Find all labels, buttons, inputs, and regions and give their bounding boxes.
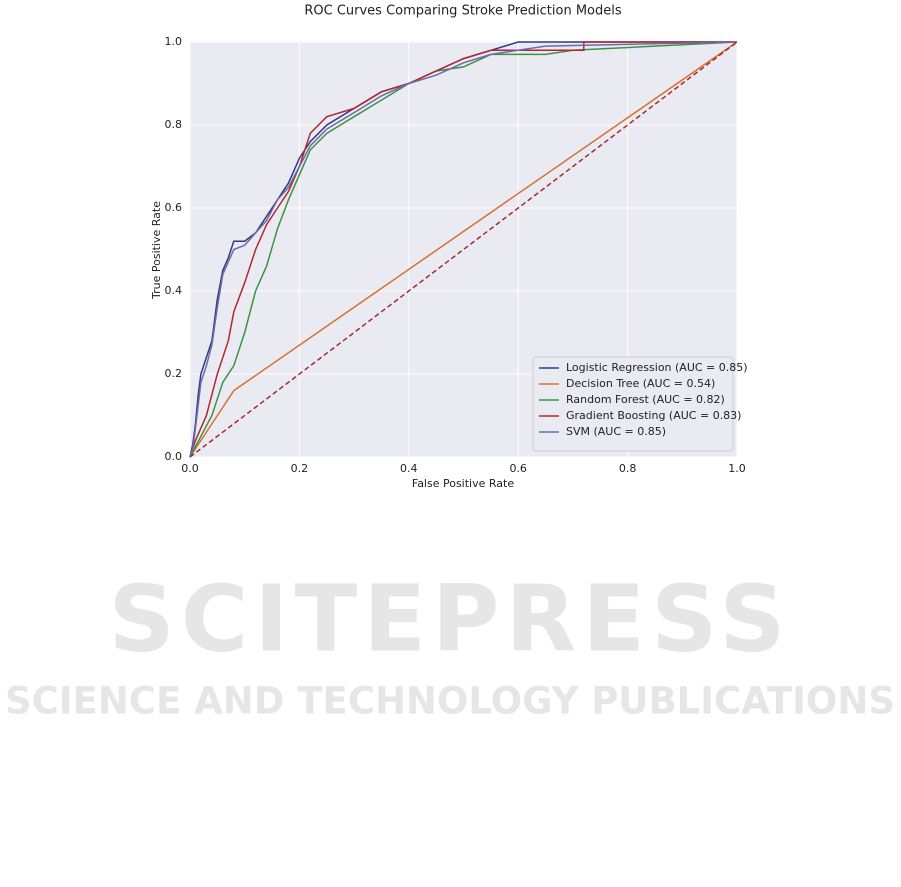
- legend-label: SVM (AUC = 0.85): [566, 425, 666, 438]
- legend-label: Decision Tree (AUC = 0.54): [566, 377, 715, 390]
- legend-label: Random Forest (AUC = 0.82): [566, 393, 725, 406]
- watermark-subtitle: SCIENCE AND TECHNOLOGY PUBLICATIONS: [5, 680, 895, 723]
- reference-line: [189, 41, 738, 458]
- y-tick-label: 1.0: [165, 35, 183, 48]
- legend-box: [532, 356, 734, 452]
- y-tick-label: 0.8: [165, 118, 183, 131]
- y-axis-label: True Positive Rate: [150, 201, 163, 300]
- x-tick-label: 0.8: [619, 462, 637, 475]
- x-tick-label: 0.4: [400, 462, 418, 475]
- y-tick-label: 0.4: [165, 284, 183, 297]
- roc-curve: [189, 41, 738, 458]
- legend-label: Gradient Boosting (AUC = 0.83): [566, 409, 741, 422]
- legend-label: Logistic Regression (AUC = 0.85): [566, 361, 748, 374]
- y-tick-label: 0.0: [165, 450, 183, 463]
- watermark-title: SCITEPRESS: [108, 565, 791, 672]
- y-tick-label: 0.6: [165, 201, 183, 214]
- chart-title: ROC Curves Comparing Stroke Prediction M…: [304, 4, 622, 19]
- x-tick-label: 1.0: [728, 462, 746, 475]
- x-tick-label: 0.0: [181, 462, 199, 475]
- x-tick-label: 0.2: [291, 462, 309, 475]
- roc-curve: [189, 41, 738, 458]
- y-tick-label: 0.2: [165, 367, 183, 380]
- x-axis-label: False Positive Rate: [412, 477, 514, 490]
- x-tick-label: 0.6: [509, 462, 527, 475]
- roc-curve: [189, 41, 738, 458]
